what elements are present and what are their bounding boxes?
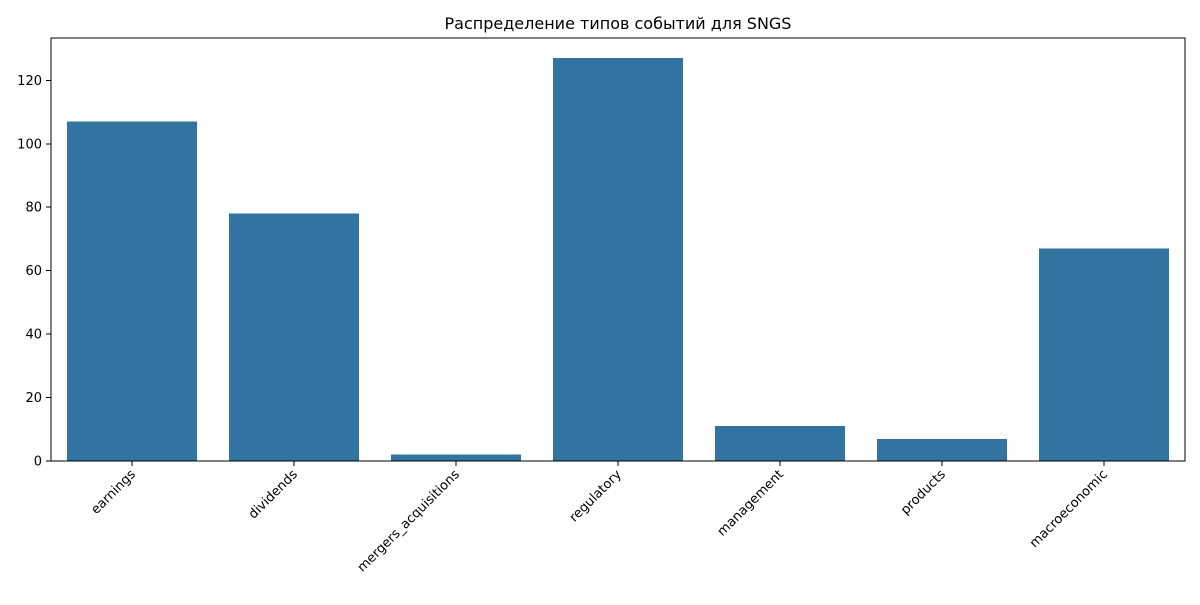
x-axis: earnings dividends mergers_acquisitions reg… <box>88 461 1111 575</box>
y-tick-label: 40 <box>25 328 42 343</box>
bar-regulatory <box>553 58 683 461</box>
x-tick-label-management: management <box>715 467 787 539</box>
y-tick-label: 100 <box>17 137 42 152</box>
y-tick-label: 80 <box>25 201 42 216</box>
axes-frame <box>50 37 1186 462</box>
y-tick-label: 20 <box>25 391 42 406</box>
bars-group <box>67 58 1169 461</box>
x-tick-label-regulatory: regulatory <box>567 467 625 525</box>
x-tick-label-dividends: dividends <box>246 467 301 522</box>
x-tick-label-macroeconomic: macroeconomic <box>1027 467 1111 551</box>
chart-title: Распределение типов событий для SNGS <box>445 14 792 33</box>
bar-macroeconomic <box>1039 248 1169 461</box>
y-tick-label: 0 <box>34 455 42 470</box>
plot-frame <box>50 37 1186 462</box>
y-tick-label: 120 <box>17 74 42 89</box>
x-tick-label-mergers_acquisitions: mergers_acquisitions <box>355 467 463 575</box>
y-tick-label: 60 <box>25 264 42 279</box>
bar-mergers_acquisitions <box>391 454 521 461</box>
bar-earnings <box>67 121 197 461</box>
bar-management <box>715 426 845 461</box>
x-tick-label-earnings: earnings <box>88 467 139 518</box>
bar-dividends <box>229 213 359 461</box>
y-axis: 0 20 40 60 80 100 120 <box>17 74 51 470</box>
x-tick-label-products: products <box>898 467 949 518</box>
bar-products <box>877 438 1007 461</box>
